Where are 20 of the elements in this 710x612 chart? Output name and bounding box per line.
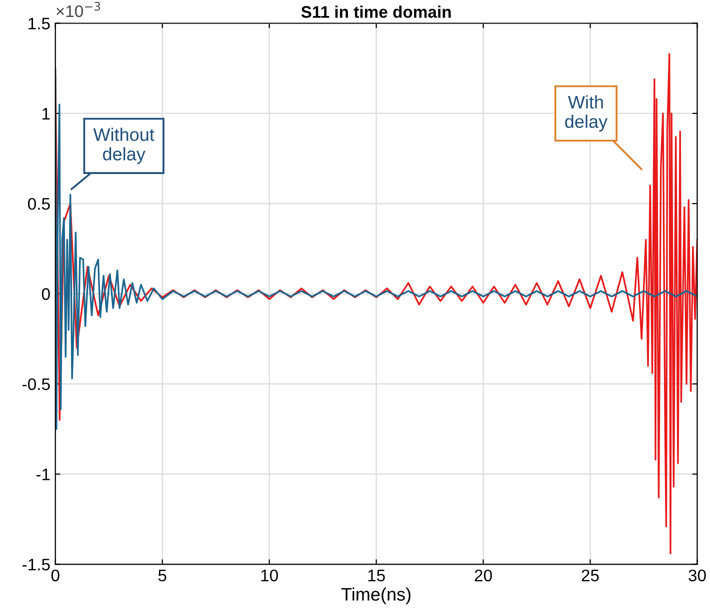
y-tick-label: -1 xyxy=(36,468,50,480)
text: ×10$^{−3}$ xyxy=(56,2,100,18)
x-tick-label: 10 xyxy=(261,570,278,582)
y-tick-label: -0.5 xyxy=(22,378,50,390)
line-series xyxy=(55,53,698,554)
x-tick-label: 30 xyxy=(688,570,706,582)
y-tick-label: -1.5 xyxy=(22,558,50,570)
x-tick-label: 5 xyxy=(158,570,166,582)
y-tick-label: 1.5 xyxy=(28,18,50,30)
x-tick-label: 0 xyxy=(51,570,60,582)
y-tick-label: 0.5 xyxy=(28,198,50,210)
x-tick-label: 25 xyxy=(582,570,599,582)
y-tick-label: 1 xyxy=(42,108,50,120)
chart-title: S11 in time domain xyxy=(301,6,451,18)
x-tick-label: 15 xyxy=(368,570,385,582)
x-tick-label: 20 xyxy=(474,570,492,582)
annotation: With delay xyxy=(565,95,608,132)
y-tick-label: 0 xyxy=(42,288,50,300)
annotation: Without delay xyxy=(93,128,154,164)
x-axis-title: Time(ns) xyxy=(341,587,410,604)
